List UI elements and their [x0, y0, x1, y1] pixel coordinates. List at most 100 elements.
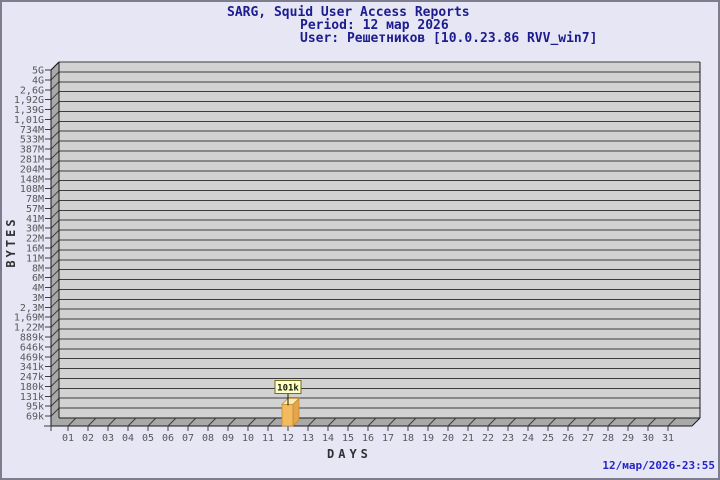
gridline-wall-slant: [50, 397, 60, 407]
gridline-wall-slant: [50, 328, 60, 338]
gridline-wall-slant: [50, 269, 60, 279]
y-tick-label: 734M: [20, 125, 44, 136]
report-user: User: Решетников [10.0.23.86 RVV_win7]: [300, 31, 598, 46]
y-tick-label: 533M: [20, 135, 44, 146]
x-tick-floor-slant: [507, 417, 517, 427]
x-tick-label: 30: [642, 433, 654, 444]
y-tick-label: 4G: [32, 75, 44, 86]
gridline-wall-slant: [50, 259, 60, 269]
y-tick-label: 281M: [20, 155, 44, 166]
x-tick-label: 01: [62, 433, 74, 444]
y-tick-label: 1,39G: [14, 105, 44, 116]
gridline-wall-slant: [50, 249, 60, 259]
y-tick-label: 95k: [26, 402, 44, 413]
gridline-wall-slant: [50, 407, 60, 417]
x-tick-floor-slant: [207, 417, 217, 427]
generated-timestamp: 12/мар/2026-23:55: [602, 459, 715, 472]
y-tick-label: 11M: [26, 253, 44, 264]
gridline-wall-slant: [50, 81, 60, 91]
x-tick-label: 11: [262, 433, 274, 444]
x-tick-label: 28: [602, 433, 614, 444]
y-tick-label: 6M: [32, 273, 44, 284]
x-tick-label: 26: [562, 433, 574, 444]
y-tick-label: 3M: [32, 293, 44, 304]
value-callout-label: 101k: [277, 383, 299, 393]
plot-topleft-diagonal: [50, 61, 60, 71]
plot-floor: [51, 418, 700, 426]
x-tick-floor-slant: [387, 417, 397, 427]
x-tick-label: 09: [222, 433, 234, 444]
gridline-wall-slant: [50, 101, 60, 110]
x-tick-floor-slant: [87, 417, 97, 427]
gridline-wall-slant: [50, 219, 60, 229]
x-tick-floor-slant: [307, 417, 317, 427]
x-tick-floor-slant: [647, 417, 657, 427]
y-tick-label: 1,92G: [14, 95, 44, 106]
x-tick-floor-slant: [147, 417, 157, 427]
x-tick-label: 18: [402, 433, 414, 444]
x-tick-floor-slant: [327, 417, 337, 427]
gridline-wall-slant: [50, 229, 60, 239]
x-tick-label: 24: [522, 433, 534, 444]
y-tick-label: 16M: [26, 244, 44, 255]
x-tick-label: 16: [362, 433, 374, 444]
gridline-wall-slant: [50, 338, 60, 348]
y-tick-label: 204M: [20, 164, 44, 175]
x-tick-label: 04: [122, 433, 134, 444]
y-tick-label: 387M: [20, 145, 44, 156]
x-tick-floor-slant: [487, 417, 497, 427]
x-tick-floor-slant: [667, 417, 677, 427]
x-tick-floor-slant: [427, 417, 437, 427]
x-tick-floor-slant: [467, 417, 477, 427]
gridline-wall-slant: [50, 120, 60, 130]
y-axis-title: BYTES: [4, 216, 18, 268]
gridline-wall-slant: [50, 358, 60, 368]
gridline-wall-slant: [50, 200, 60, 209]
gridline-wall-slant: [50, 378, 60, 387]
x-tick-label: 21: [462, 433, 474, 444]
x-tick-label: 07: [182, 433, 194, 444]
report-period: Period: 12 мар 2026: [300, 18, 449, 33]
x-tick-label: 20: [442, 433, 454, 444]
x-tick-label: 06: [162, 433, 174, 444]
y-tick-label: 148M: [20, 174, 44, 185]
x-tick-floor-slant: [527, 417, 537, 427]
x-tick-label: 23: [502, 433, 514, 444]
y-tick-label: 2,6G: [20, 85, 44, 96]
y-tick-label: 469k: [20, 352, 44, 363]
x-tick-floor-slant: [107, 417, 117, 427]
x-tick-floor-slant: [347, 417, 357, 427]
gridline-wall-slant: [50, 180, 60, 190]
gridline-wall-slant: [50, 71, 60, 81]
report-title: SARG, Squid User Access Reports: [227, 5, 470, 20]
y-tick-label: 30M: [26, 224, 44, 235]
gridline-wall-slant: [50, 368, 60, 377]
x-tick-label: 31: [662, 433, 674, 444]
y-tick-label: 341k: [20, 362, 44, 373]
x-tick-label: 14: [322, 433, 334, 444]
x-tick-floor-slant: [167, 417, 177, 427]
gridline-wall-slant: [50, 318, 60, 328]
x-tick-label: 03: [102, 433, 114, 444]
y-tick-label: 180k: [20, 382, 44, 393]
x-tick-floor-slant: [587, 417, 597, 427]
x-tick-label: 15: [342, 433, 354, 444]
x-tick-floor-slant: [267, 417, 277, 427]
y-tick-label: 5G: [32, 66, 44, 77]
x-tick-label: 22: [482, 433, 494, 444]
x-tick-label: 02: [82, 433, 94, 444]
gridline-wall-slant: [50, 130, 60, 140]
y-tick-label: 108M: [20, 184, 44, 195]
y-tick-label: 1,01G: [14, 115, 44, 126]
x-tick-label: 27: [582, 433, 594, 444]
x-tick-label: 17: [382, 433, 394, 444]
y-tick-label: 2,3M: [20, 303, 44, 314]
gridline-wall-slant: [50, 111, 60, 120]
x-tick-floor-slant: [447, 417, 457, 427]
gridline-wall-slant: [50, 289, 60, 298]
gridline-wall-slant: [50, 298, 60, 308]
y-tick-label: 22M: [26, 234, 44, 245]
x-tick-label: 05: [142, 433, 154, 444]
